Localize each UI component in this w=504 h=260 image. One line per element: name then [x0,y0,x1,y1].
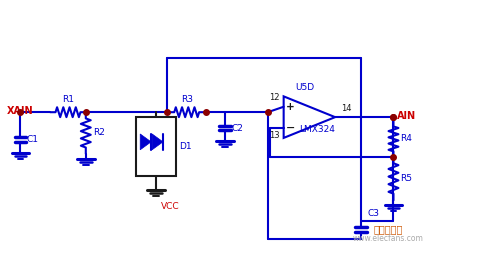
Text: 12: 12 [269,93,280,102]
Text: R5: R5 [400,174,412,183]
Polygon shape [140,134,151,150]
Text: C2: C2 [231,124,243,133]
Text: D1: D1 [179,142,192,151]
Text: −: − [286,122,295,133]
Text: R4: R4 [400,134,412,144]
Text: +: + [286,102,295,112]
Polygon shape [152,134,163,150]
Text: R2: R2 [93,128,105,138]
Text: 电子发烧友: 电子发烧友 [374,224,403,234]
Text: R1: R1 [62,95,74,104]
Text: R3: R3 [181,95,193,104]
Text: XAIN: XAIN [7,106,33,116]
Text: 13: 13 [269,132,280,140]
Text: LMX324: LMX324 [299,125,335,134]
Text: U5D: U5D [295,83,314,92]
Text: 14: 14 [341,104,351,113]
Bar [136,117,176,177]
Text: www.elecfans.com: www.elecfans.com [353,234,424,243]
Text: VCC: VCC [161,202,179,211]
Text: C3: C3 [368,209,380,218]
Text: C1: C1 [26,135,38,144]
Text: AIN: AIN [398,111,416,121]
